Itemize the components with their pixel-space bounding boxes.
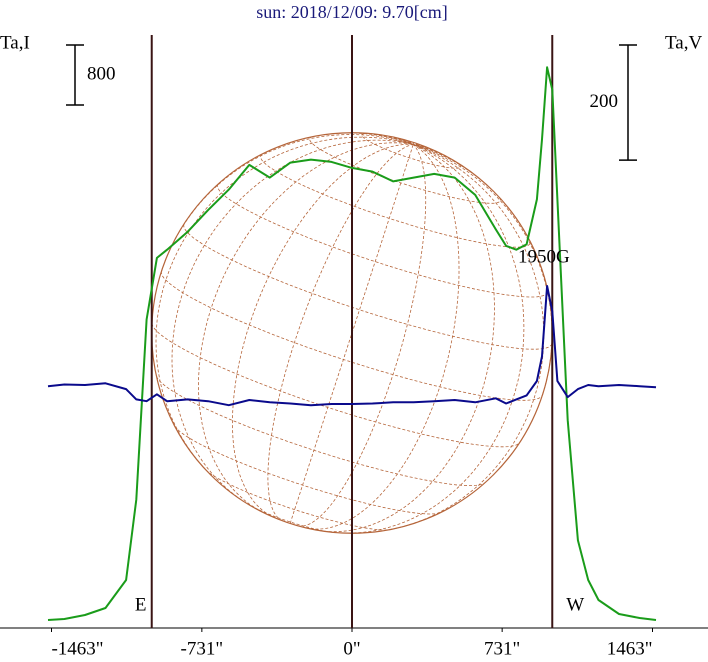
x-tick-label: 731" (484, 638, 520, 659)
longitude-line (171, 139, 414, 501)
scale-bar: 200 (590, 44, 637, 161)
longitude-line (398, 137, 414, 145)
longitude-line (413, 144, 435, 151)
series-line (47, 66, 657, 621)
chart-title: sun: 2018/12/09: 9.70[cm] (256, 2, 448, 22)
y2-axis-label: Ta,V (665, 32, 702, 53)
y-axis-label: Ta,I (0, 32, 30, 53)
scale-bar: 800 (66, 44, 116, 106)
solar-disk (151, 132, 553, 534)
x-tick-label: -731" (181, 638, 224, 659)
longitude-line (155, 136, 414, 471)
longitude-line (324, 132, 414, 145)
x-tick-label: 0" (343, 638, 360, 659)
longitude-line (392, 136, 414, 145)
longitude-line (267, 144, 414, 522)
latitude-line (361, 133, 461, 169)
longitude-line (161, 134, 414, 272)
longitude-line (412, 142, 415, 145)
longitude-line (369, 133, 414, 145)
series-line (47, 285, 657, 407)
scale-bar-label: 800 (87, 63, 116, 84)
annotation: 1950G (518, 246, 570, 267)
latitude-line (217, 183, 549, 298)
latitude-line (205, 469, 390, 531)
latitude-line (309, 136, 501, 204)
longitude-line (318, 144, 495, 533)
x-tick-label: -1463" (51, 638, 103, 659)
x-tick-label: 1463" (607, 638, 653, 659)
longitude-line (413, 144, 429, 149)
longitude-line (310, 144, 460, 530)
longitude-line (413, 144, 492, 190)
longitude-line (408, 140, 414, 145)
limb-label: E (135, 594, 147, 615)
latitude-line (183, 224, 553, 350)
longitude-line (297, 144, 427, 527)
limb-label: W (566, 594, 584, 615)
longitude-line (231, 143, 414, 517)
longitude-line (413, 144, 456, 162)
longitude-line (198, 142, 414, 513)
longitude-line (343, 144, 525, 534)
scale-bar-label: 200 (590, 91, 619, 112)
